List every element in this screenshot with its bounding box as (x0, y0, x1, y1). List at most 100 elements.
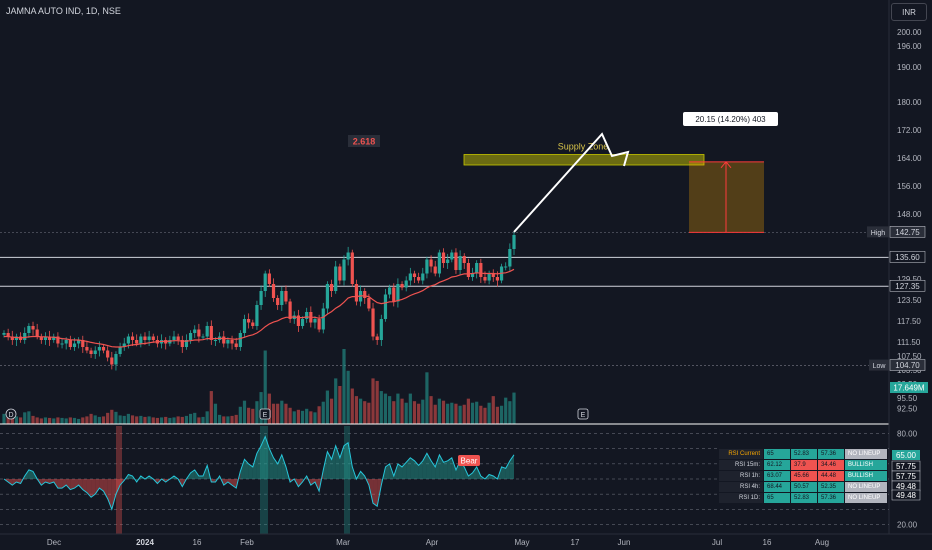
rsi-value-bg (892, 450, 920, 460)
rsi-area (82, 479, 87, 493)
candle-body (491, 273, 495, 277)
volume-bar (479, 405, 483, 424)
rsi-table-row: RSI 1D: 65 52.83 57.36 NO LINEUP (718, 492, 888, 504)
candle-body (417, 277, 421, 281)
volume-bar (143, 416, 147, 424)
projection-arrow (513, 132, 630, 233)
candle-body (201, 336, 205, 338)
candle-body (251, 322, 255, 326)
volume-bar (89, 413, 93, 424)
y-tick-label: 200.00 (897, 28, 922, 37)
marker-label: E (581, 412, 586, 419)
bear-label-bg (458, 455, 480, 466)
candle-body (512, 235, 516, 249)
candle-body (350, 252, 354, 284)
rsi-area (8, 479, 13, 486)
volume-bar (429, 396, 433, 424)
candle-body (97, 347, 101, 351)
candle-body (371, 308, 375, 337)
candle-body (114, 354, 118, 365)
candle-body (425, 259, 429, 274)
rsi-area (86, 479, 92, 498)
candle-body (56, 336, 60, 344)
rsi-value: 49.48 (896, 482, 917, 491)
candle-body (72, 343, 77, 347)
rsi-area (298, 479, 303, 487)
candle-body (479, 263, 483, 277)
candle-body (504, 266, 508, 268)
volume-bar (147, 416, 151, 424)
candle-body (475, 263, 479, 274)
candle-body (10, 336, 14, 340)
volume-bar (350, 388, 354, 424)
volume-bar (458, 405, 462, 424)
y-tick-label: 196.00 (897, 42, 922, 51)
volume-bar (23, 412, 27, 424)
volume-bar (329, 398, 334, 424)
candle-body (433, 266, 437, 274)
volume-bar (81, 417, 85, 424)
marker-label: E (263, 412, 268, 419)
volume-bar (400, 398, 404, 424)
low-tag: Low (873, 363, 887, 370)
rsi-area (364, 475, 369, 486)
x-tick-label: Aug (815, 538, 829, 547)
candle-body (130, 336, 135, 340)
low-value: 104.70 (895, 361, 920, 370)
rsi-area (472, 466, 477, 479)
candle-body (334, 266, 338, 291)
volume-bar (64, 418, 68, 424)
volume-bar (164, 416, 168, 424)
rsi-area (414, 460, 419, 479)
rsi-area (248, 463, 253, 479)
rsi-table-row: RSI 15m: 62.12 37.9 34.46 BULLISH (718, 459, 888, 471)
volume-bar (437, 398, 441, 424)
volume-bar (39, 418, 43, 424)
y-tick-label: 123.50 (897, 296, 922, 305)
candle-body (388, 287, 392, 295)
candle-body (151, 336, 155, 340)
volume-bar (159, 417, 164, 424)
candle-body (209, 326, 213, 340)
y-tick-label: 164.00 (897, 154, 922, 163)
rsi-tick-label: 20.00 (897, 520, 918, 529)
candle-body (168, 340, 172, 344)
volume-bar (31, 415, 35, 424)
volume-bar (363, 401, 367, 424)
rsi-line (3, 435, 515, 511)
volume-value-bg (890, 382, 928, 393)
rsi-area (277, 454, 282, 479)
rsi-area (57, 479, 63, 489)
support-value-bg (889, 280, 926, 292)
volume-bar (346, 370, 350, 424)
rsi-area (223, 479, 228, 486)
volume-bar (222, 416, 226, 424)
x-tick-label: Jun (618, 538, 631, 547)
y-tick-label: 190.00 (897, 63, 922, 72)
resistance-value-bg (889, 251, 926, 263)
candle-body (317, 319, 321, 330)
volume-bar (77, 418, 81, 424)
candle-body (68, 340, 72, 347)
candle-body (89, 350, 93, 354)
rsi-row-value-b: 37.9 (790, 459, 818, 471)
x-tick-label: 17 (571, 538, 580, 547)
rsi-row-value-a: 62.12 (763, 459, 791, 471)
candle-body (143, 336, 147, 340)
volume-bar (193, 412, 197, 424)
volume-bar (118, 415, 122, 424)
volume-bar (466, 398, 470, 424)
candle-body (188, 333, 193, 340)
volume-bar (313, 412, 317, 424)
candle-body (321, 308, 325, 330)
rsi-row-value-c: 57.36 (817, 448, 845, 460)
volume-bar (135, 416, 139, 424)
rsi-area (319, 469, 324, 492)
currency-button[interactable]: INR (891, 3, 927, 21)
volume-bar (470, 402, 475, 424)
rsi-area (397, 463, 403, 479)
rsi-area (107, 479, 112, 510)
measure-label: 20.15 (14.20%) 403 (695, 115, 766, 124)
candle-body (429, 259, 433, 267)
